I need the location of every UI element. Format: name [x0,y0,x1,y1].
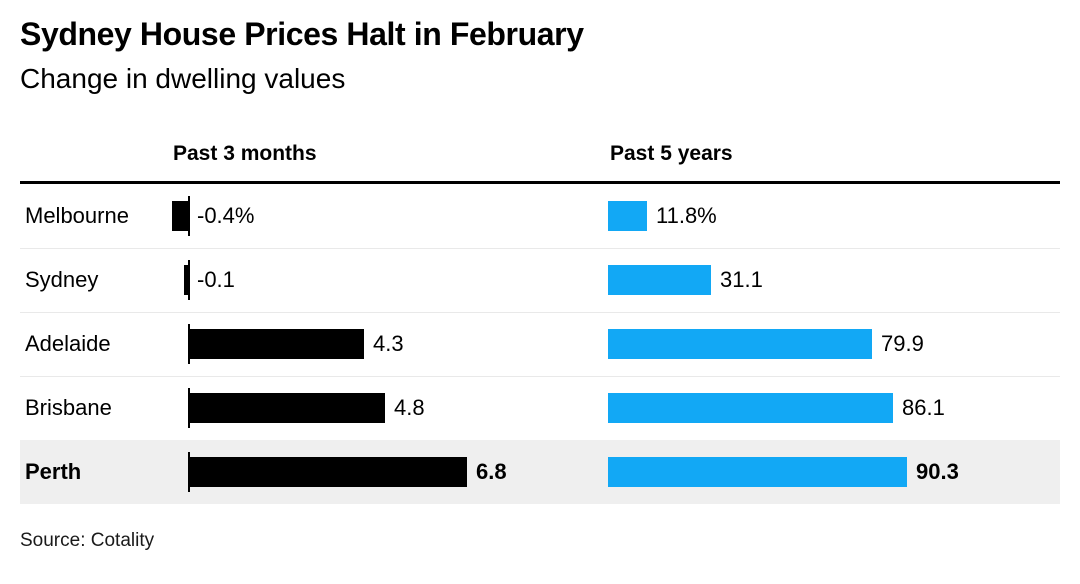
table-row-adelaide: Adelaide 4.3 79.9 [20,311,1060,376]
bar-value-past-3-months: -0.4% [197,203,255,229]
bar-past-3-months [172,201,188,232]
row-label: Sydney [25,267,99,293]
table-row-perth: Perth 6.8 90.3 [20,439,1060,504]
bar-cell-past-5-years: 90.3 [608,441,1060,504]
bar-past-5-years [608,201,647,232]
bar-value-past-5-years: 86.1 [902,395,945,421]
table-row-melbourne: Melbourne -0.4% 11.8% [20,184,1060,248]
bar-cell-past-3-months: -0.4% [172,185,608,248]
axis-baseline-tick [188,260,190,301]
column-headers: Past 3 months Past 5 years [0,141,1080,165]
bar-past-5-years [608,457,907,488]
bar-past-3-months [188,457,467,488]
chart-title: Sydney House Prices Halt in February [20,16,584,52]
bar-past-5-years [608,393,893,424]
row-label: Brisbane [25,395,112,421]
bar-cell-past-3-months: 4.8 [188,377,608,440]
bar-value-past-5-years: 90.3 [916,459,959,485]
bar-past-3-months [184,265,188,296]
row-label: Perth [25,459,82,485]
bar-value-past-5-years: 79.9 [881,331,924,357]
bar-cell-past-5-years: 86.1 [608,377,1060,440]
header-rule [20,180,1060,184]
bar-value-past-3-months: -0.1 [197,267,235,293]
bar-value-past-5-years: 31.1 [720,267,763,293]
row-label: Adelaide [25,331,111,357]
axis-baseline-tick [188,196,190,237]
bar-past-3-months [188,393,385,424]
bar-past-5-years [608,329,872,360]
source-label: Source: Cotality [20,529,155,551]
bar-value-past-3-months: 4.3 [373,331,404,357]
column-header-past-5-years: Past 5 years [610,141,733,165]
table-row-brisbane: Brisbane 4.8 86.1 [20,375,1060,440]
bar-value-past-3-months: 6.8 [476,459,507,485]
header-spacer [25,143,173,165]
bar-cell-past-3-months: -0.1 [184,249,608,312]
axis-baseline-tick [188,452,190,493]
bar-value-past-5-years: 11.8% [656,203,717,229]
axis-baseline-tick [188,324,190,365]
bar-cell-past-5-years: 31.1 [608,249,1060,312]
bar-past-5-years [608,265,711,296]
bar-cell-past-5-years: 11.8% [608,185,1060,248]
bar-cell-past-3-months: 6.8 [188,441,608,504]
chart-subtitle: Change in dwelling values [20,62,346,94]
bar-cell-past-5-years: 79.9 [608,313,1060,376]
table-row-sydney: Sydney -0.1 31.1 [20,247,1060,312]
row-label: Melbourne [25,203,129,229]
bar-past-3-months [188,329,364,360]
bar-cell-past-3-months: 4.3 [188,313,608,376]
bar-value-past-3-months: 4.8 [394,395,425,421]
axis-baseline-tick [188,388,190,429]
column-header-past-3-months: Past 3 months [173,141,317,165]
chart-rows: Melbourne -0.4% 11.8% Sydney -0.1 31.1 Adelaid… [20,184,1060,504]
